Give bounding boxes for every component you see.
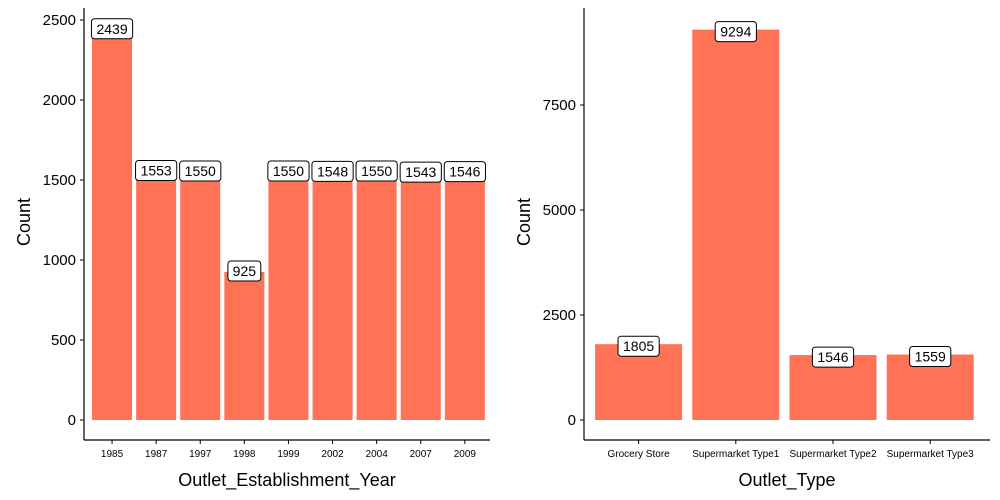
data-label-box (909, 346, 952, 368)
bar (92, 29, 133, 420)
outlet-type-chart: 0 2500 5000 7500 Grocery Store 1805 Supermarke… (514, 8, 990, 491)
y-tick-label: 500 (51, 332, 76, 349)
y-axis-title: Count (514, 198, 534, 246)
bar (444, 172, 485, 420)
x-tick-label: 2009 (454, 449, 477, 460)
data-label-box (179, 160, 222, 182)
x-tick-label: 2004 (366, 449, 389, 460)
x-tick-label: 1987 (145, 449, 168, 460)
data-label: 9294 (720, 24, 751, 40)
x-tick-label: Grocery Store (607, 449, 670, 460)
x-tick-label: 1985 (101, 449, 124, 460)
x-tick-label: 1997 (189, 449, 212, 460)
data-label: 1553 (141, 163, 172, 179)
x-tick-label: 1999 (277, 449, 300, 460)
data-label-box (135, 160, 178, 182)
data-label: 925 (233, 263, 257, 279)
bar (692, 29, 780, 420)
y-tick-label: 0 (68, 412, 76, 429)
data-label-box (443, 161, 486, 183)
data-label-box (355, 160, 398, 182)
data-label-box (90, 18, 134, 40)
data-label: 1548 (317, 163, 348, 179)
data-label-box (227, 260, 262, 282)
y-tick-label: 7500 (543, 97, 576, 114)
x-tick-label: Supermarket Type1 (692, 449, 780, 460)
bar (268, 172, 309, 420)
data-label: 1550 (361, 163, 392, 179)
data-label: 1546 (449, 164, 480, 180)
x-tick-label: 1998 (233, 449, 256, 460)
x-tick-label: Supermarket Type2 (789, 449, 877, 460)
bar (595, 344, 683, 420)
bar (224, 272, 265, 420)
data-label: 1543 (405, 164, 436, 180)
x-tick-label: 2007 (410, 449, 433, 460)
bar (136, 171, 177, 420)
data-label-box (811, 346, 855, 368)
data-label: 1550 (273, 163, 304, 179)
x-tick-label: Supermarket Type3 (887, 449, 975, 460)
data-label: 1805 (623, 338, 654, 354)
y-axis-title: Count (14, 198, 34, 246)
y-tick-label: 0 (568, 412, 576, 429)
bar (400, 173, 441, 420)
y-tick-label: 5000 (543, 202, 576, 219)
bar (180, 172, 221, 420)
data-label: 1546 (817, 349, 848, 365)
y-tick-label: 2500 (543, 307, 576, 324)
x-axis-title: Outlet_Type (738, 470, 835, 491)
bar (312, 172, 353, 420)
y-tick-label: 1500 (43, 172, 76, 189)
data-label-box (399, 161, 442, 183)
y-tick-label: 2000 (43, 92, 76, 109)
data-label: 1550 (185, 163, 216, 179)
establishment-year-chart: 0 500 1000 1500 2000 2500 1985 2439 1987 1553 1997… (14, 8, 490, 491)
data-label: 2439 (96, 21, 127, 37)
bar (356, 172, 397, 420)
data-label-box (714, 21, 757, 43)
y-tick-label: 2500 (43, 12, 76, 29)
x-tick-label: 2002 (321, 449, 344, 460)
y-tick-label: 1000 (43, 252, 76, 269)
data-label-box (267, 160, 310, 182)
data-label-box (617, 335, 660, 357)
data-label: 1559 (915, 349, 946, 365)
data-label-box (311, 160, 354, 182)
x-axis-title: Outlet_Establishment_Year (178, 470, 395, 491)
